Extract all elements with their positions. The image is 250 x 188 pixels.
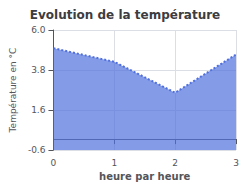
svg-text:3.8: 3.8: [31, 65, 46, 75]
svg-text:1.6: 1.6: [31, 105, 46, 115]
svg-text:3: 3: [233, 158, 239, 168]
svg-text:heure par heure: heure par heure: [99, 171, 190, 182]
svg-text:Température en °C: Température en °C: [8, 48, 18, 134]
svg-text:Evolution de la température: Evolution de la température: [30, 8, 221, 22]
svg-text:-0.6: -0.6: [28, 145, 46, 155]
svg-text:1: 1: [111, 158, 117, 168]
svg-text:6.0: 6.0: [31, 25, 46, 35]
svg-text:2: 2: [172, 158, 178, 168]
svg-text:0: 0: [51, 158, 57, 168]
